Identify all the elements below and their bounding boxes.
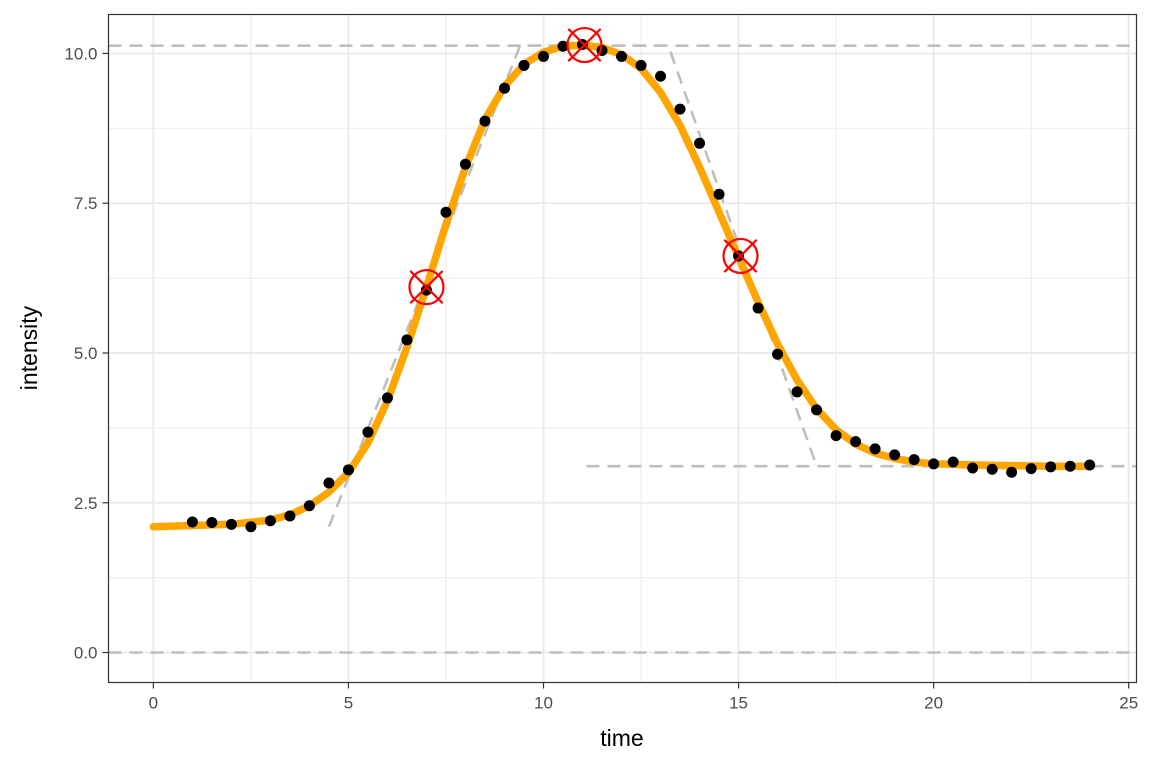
data-point: [479, 115, 491, 127]
fit-curve-layer: [149, 41, 1094, 531]
data-point: [186, 516, 198, 528]
plot-panel-border: [107, 13, 1138, 684]
x-axis-title: time: [600, 725, 643, 751]
data-point: [420, 284, 432, 296]
data-point: [518, 59, 530, 71]
circle-x-marker: [722, 237, 759, 275]
data-point: [986, 463, 998, 475]
data-point: [1006, 466, 1018, 478]
data-point: [459, 158, 471, 170]
data-point: [498, 82, 510, 94]
data-point: [537, 50, 549, 62]
data-point: [1025, 463, 1037, 475]
fit-curve: [149, 41, 1094, 531]
data-point: [1064, 460, 1076, 472]
x-tick-label: 25: [1119, 694, 1138, 713]
data-point: [264, 515, 276, 527]
data-point: [713, 188, 725, 200]
y-axis-title: intensity: [16, 305, 42, 390]
data-point: [245, 521, 257, 533]
x-tick-label: 5: [344, 694, 353, 713]
data-point: [616, 50, 628, 62]
data-point: [811, 404, 823, 416]
data-point: [947, 456, 959, 468]
data-point: [206, 517, 218, 529]
annotation-markers: [408, 26, 759, 306]
data-point: [752, 302, 764, 314]
dashed-guide-line: [327, 44, 818, 528]
data-point: [674, 103, 686, 115]
data-point: [323, 477, 335, 489]
guide-lines: [108, 44, 1137, 654]
data-point: [635, 59, 647, 71]
data-point: [284, 510, 296, 522]
data-point: [1084, 459, 1096, 471]
data-points: [186, 38, 1096, 533]
y-tick-label: 2.5: [74, 494, 98, 513]
x-tick-label: 0: [149, 694, 158, 713]
y-tick-label: 0.0: [74, 644, 98, 663]
data-point: [791, 386, 803, 398]
x-tick-label: 20: [924, 694, 943, 713]
data-point: [381, 392, 393, 404]
marker-circle: [408, 268, 445, 306]
data-point: [908, 454, 920, 466]
data-point: [655, 70, 667, 82]
data-point: [869, 443, 881, 455]
data-point: [694, 137, 706, 149]
data-point: [362, 426, 374, 438]
data-point: [967, 462, 979, 474]
marker-cross-line: [723, 239, 758, 273]
y-tick-label: 5.0: [74, 344, 98, 363]
marker-circle: [722, 237, 759, 275]
grid: [108, 14, 1137, 683]
data-point: [889, 449, 901, 461]
data-point: [850, 436, 862, 448]
data-point: [342, 464, 354, 476]
data-point: [733, 250, 745, 262]
circle-x-marker: [408, 268, 445, 306]
y-tick-label: 10.0: [64, 44, 97, 63]
circle-x-marker: [566, 26, 603, 64]
data-point: [401, 334, 413, 346]
marker-cross-line: [409, 270, 444, 305]
data-point: [772, 348, 784, 360]
marker-circle: [566, 26, 603, 64]
data-point: [830, 430, 842, 442]
y-axis: 0.0 2.5 5.0 7.5 10.0: [64, 44, 109, 663]
y-tick-label: 7.5: [74, 194, 98, 213]
data-point: [928, 458, 940, 470]
x-tick-label: 10: [534, 694, 553, 713]
x-axis: 0 5 10 15 20 25: [149, 682, 1138, 713]
data-point: [1045, 461, 1057, 473]
data-point: [440, 206, 452, 218]
marker-cross-line: [567, 28, 602, 62]
data-point: [303, 500, 315, 512]
x-tick-label: 15: [729, 694, 748, 713]
data-point: [557, 40, 569, 52]
data-point: [225, 518, 237, 530]
